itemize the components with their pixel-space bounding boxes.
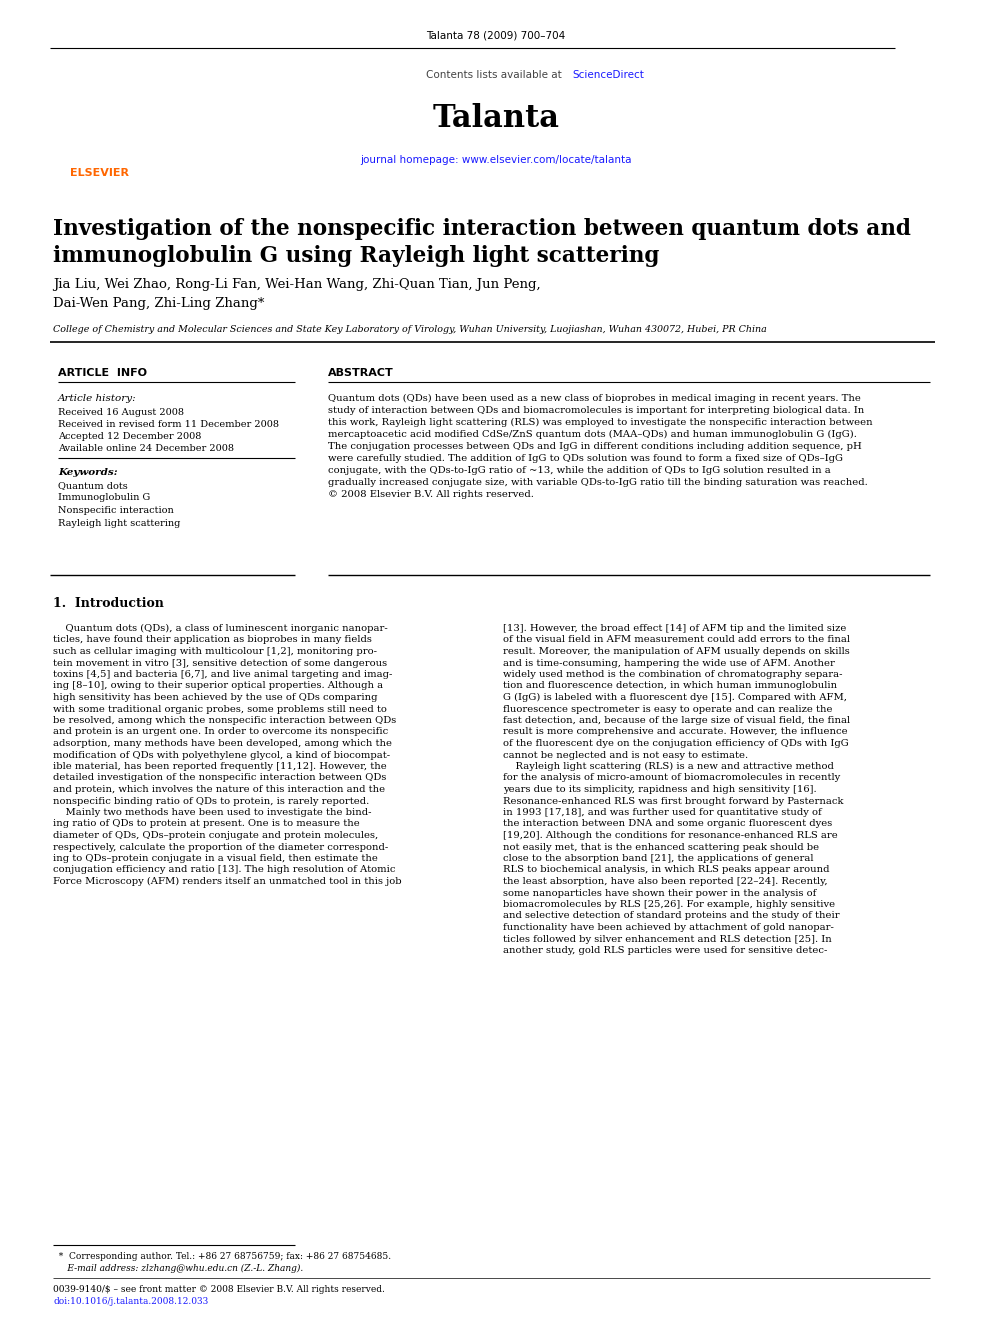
Text: Quantum dots: Quantum dots xyxy=(58,482,128,490)
Text: fast detection, and, because of the large size of visual field, the final: fast detection, and, because of the larg… xyxy=(503,716,850,725)
Text: another study, gold RLS particles were used for sensitive detec-: another study, gold RLS particles were u… xyxy=(503,946,827,955)
Text: close to the absorption band [21], the applications of general: close to the absorption band [21], the a… xyxy=(503,855,813,863)
Text: Contents lists available at: Contents lists available at xyxy=(427,70,565,79)
Text: Rayleigh light scattering (RLS) is a new and attractive method: Rayleigh light scattering (RLS) is a new… xyxy=(503,762,834,771)
Text: ABSTRACT: ABSTRACT xyxy=(328,368,394,378)
Text: be resolved, among which the nonspecific interaction between QDs: be resolved, among which the nonspecific… xyxy=(53,716,396,725)
Text: modification of QDs with polyethylene glycol, a kind of biocompat-: modification of QDs with polyethylene gl… xyxy=(53,750,390,759)
Text: Accepted 12 December 2008: Accepted 12 December 2008 xyxy=(58,433,201,441)
Text: Received in revised form 11 December 2008: Received in revised form 11 December 200… xyxy=(58,419,279,429)
Text: Investigation of the nonspecific interaction between quantum dots and: Investigation of the nonspecific interac… xyxy=(53,218,911,239)
Text: ing to QDs–protein conjugate in a visual field, then estimate the: ing to QDs–protein conjugate in a visual… xyxy=(53,855,378,863)
Text: conjugation efficiency and ratio [13]. The high resolution of Atomic: conjugation efficiency and ratio [13]. T… xyxy=(53,865,396,875)
Text: E-mail address: zlzhang@whu.edu.cn (Z.-L. Zhang).: E-mail address: zlzhang@whu.edu.cn (Z.-L… xyxy=(53,1263,304,1273)
Text: Quantum dots (QDs) have been used as a new class of bioprobes in medical imaging: Quantum dots (QDs) have been used as a n… xyxy=(328,394,873,499)
Text: Jia Liu, Wei Zhao, Rong-Li Fan, Wei-Han Wang, Zhi-Quan Tian, Jun Peng,: Jia Liu, Wei Zhao, Rong-Li Fan, Wei-Han … xyxy=(53,278,541,291)
Text: and protein, which involves the nature of this interaction and the: and protein, which involves the nature o… xyxy=(53,785,385,794)
Text: ELSEVIER: ELSEVIER xyxy=(70,168,129,179)
Text: Talanta: Talanta xyxy=(433,103,559,134)
Text: 0039-9140/$ – see front matter © 2008 Elsevier B.V. All rights reserved.: 0039-9140/$ – see front matter © 2008 El… xyxy=(53,1285,385,1294)
Text: Mainly two methods have been used to investigate the bind-: Mainly two methods have been used to inv… xyxy=(53,808,371,818)
Text: ing [8–10], owing to their superior optical properties. Although a: ing [8–10], owing to their superior opti… xyxy=(53,681,383,691)
Text: ScienceDirect: ScienceDirect xyxy=(572,70,644,79)
Text: years due to its simplicity, rapidness and high sensitivity [16].: years due to its simplicity, rapidness a… xyxy=(503,785,816,794)
Text: Available online 24 December 2008: Available online 24 December 2008 xyxy=(58,445,234,452)
Text: Received 16 August 2008: Received 16 August 2008 xyxy=(58,407,184,417)
Text: Quantum dots (QDs), a class of luminescent inorganic nanopar-: Quantum dots (QDs), a class of luminesce… xyxy=(53,624,388,634)
Text: in 1993 [17,18], and was further used for quantitative study of: in 1993 [17,18], and was further used fo… xyxy=(503,808,821,818)
Text: of the visual field in AFM measurement could add errors to the final: of the visual field in AFM measurement c… xyxy=(503,635,850,644)
Text: respectively, calculate the proportion of the diameter correspond-: respectively, calculate the proportion o… xyxy=(53,843,388,852)
Text: tion and fluorescence detection, in which human immunoglobulin: tion and fluorescence detection, in whic… xyxy=(503,681,837,691)
Text: biomacromolecules by RLS [25,26]. For example, highly sensitive: biomacromolecules by RLS [25,26]. For ex… xyxy=(503,900,835,909)
Text: Rayleigh light scattering: Rayleigh light scattering xyxy=(58,519,181,528)
Text: *  Corresponding author. Tel.: +86 27 68756759; fax: +86 27 68754685.: * Corresponding author. Tel.: +86 27 687… xyxy=(53,1252,391,1261)
Text: Article history:: Article history: xyxy=(58,394,137,404)
Text: RLS to biochemical analysis, in which RLS peaks appear around: RLS to biochemical analysis, in which RL… xyxy=(503,865,829,875)
Text: tein movement in vitro [3], sensitive detection of some dangerous: tein movement in vitro [3], sensitive de… xyxy=(53,659,387,668)
Text: nonspecific binding ratio of QDs to protein, is rarely reported.: nonspecific binding ratio of QDs to prot… xyxy=(53,796,369,806)
Text: the interaction between DNA and some organic fluorescent dyes: the interaction between DNA and some org… xyxy=(503,819,832,828)
Text: widely used method is the combination of chromatography separa-: widely used method is the combination of… xyxy=(503,669,842,679)
Text: Keywords:: Keywords: xyxy=(58,468,118,478)
Text: ticles, have found their application as bioprobes in many fields: ticles, have found their application as … xyxy=(53,635,372,644)
Text: diameter of QDs, QDs–protein conjugate and protein molecules,: diameter of QDs, QDs–protein conjugate a… xyxy=(53,831,378,840)
Text: Talanta 78 (2009) 700–704: Talanta 78 (2009) 700–704 xyxy=(427,30,565,40)
Text: toxins [4,5] and bacteria [6,7], and live animal targeting and imag-: toxins [4,5] and bacteria [6,7], and liv… xyxy=(53,669,393,679)
Text: College of Chemistry and Molecular Sciences and State Key Laboratory of Virology: College of Chemistry and Molecular Scien… xyxy=(53,325,767,333)
Text: journal homepage: www.elsevier.com/locate/talanta: journal homepage: www.elsevier.com/locat… xyxy=(360,155,632,165)
Text: for the analysis of micro-amount of biomacromolecules in recently: for the analysis of micro-amount of biom… xyxy=(503,774,840,782)
Text: functionality have been achieved by attachment of gold nanopar-: functionality have been achieved by atta… xyxy=(503,923,834,931)
Text: adsorption, many methods have been developed, among which the: adsorption, many methods have been devel… xyxy=(53,740,392,747)
Text: Nonspecific interaction: Nonspecific interaction xyxy=(58,505,174,515)
Text: immunoglobulin G using Rayleigh light scattering: immunoglobulin G using Rayleigh light sc… xyxy=(53,245,660,267)
Text: Resonance-enhanced RLS was first brought forward by Pasternack: Resonance-enhanced RLS was first brought… xyxy=(503,796,843,806)
Text: high sensitivity has been achieved by the use of QDs comparing: high sensitivity has been achieved by th… xyxy=(53,693,378,703)
Text: and selective detection of standard proteins and the study of their: and selective detection of standard prot… xyxy=(503,912,839,921)
Text: such as cellular imaging with multicolour [1,2], monitoring pro-: such as cellular imaging with multicolou… xyxy=(53,647,377,656)
Text: G (IgG) is labeled with a fluorescent dye [15]. Compared with AFM,: G (IgG) is labeled with a fluorescent dy… xyxy=(503,693,847,703)
Text: detailed investigation of the nonspecific interaction between QDs: detailed investigation of the nonspecifi… xyxy=(53,774,386,782)
Text: ARTICLE  INFO: ARTICLE INFO xyxy=(58,368,147,378)
Text: [19,20]. Although the conditions for resonance-enhanced RLS are: [19,20]. Although the conditions for res… xyxy=(503,831,838,840)
Text: Dai-Wen Pang, Zhi-Ling Zhang*: Dai-Wen Pang, Zhi-Ling Zhang* xyxy=(53,296,265,310)
Text: doi:10.1016/j.talanta.2008.12.033: doi:10.1016/j.talanta.2008.12.033 xyxy=(53,1297,208,1306)
Text: the least absorption, have also been reported [22–24]. Recently,: the least absorption, have also been rep… xyxy=(503,877,827,886)
Text: Force Microscopy (AFM) renders itself an unmatched tool in this job: Force Microscopy (AFM) renders itself an… xyxy=(53,877,402,886)
Text: cannot be neglected and is not easy to estimate.: cannot be neglected and is not easy to e… xyxy=(503,750,748,759)
Text: 1.  Introduction: 1. Introduction xyxy=(53,597,164,610)
Text: [13]. However, the broad effect [14] of AFM tip and the limited size: [13]. However, the broad effect [14] of … xyxy=(503,624,846,632)
Text: fluorescence spectrometer is easy to operate and can realize the: fluorescence spectrometer is easy to ope… xyxy=(503,705,832,713)
Text: ticles followed by silver enhancement and RLS detection [25]. In: ticles followed by silver enhancement an… xyxy=(503,934,831,943)
Text: talanta: talanta xyxy=(908,89,958,101)
Text: and is time-consuming, hampering the wide use of AFM. Another: and is time-consuming, hampering the wid… xyxy=(503,659,835,668)
Text: result. Moreover, the manipulation of AFM usually depends on skills: result. Moreover, the manipulation of AF… xyxy=(503,647,850,656)
Text: of the fluorescent dye on the conjugation efficiency of QDs with IgG: of the fluorescent dye on the conjugatio… xyxy=(503,740,849,747)
Text: Immunoglobulin G: Immunoglobulin G xyxy=(58,493,150,503)
Text: not easily met, that is the enhanced scattering peak should be: not easily met, that is the enhanced sca… xyxy=(503,843,819,852)
Text: result is more comprehensive and accurate. However, the influence: result is more comprehensive and accurat… xyxy=(503,728,847,737)
Text: with some traditional organic probes, some problems still need to: with some traditional organic probes, so… xyxy=(53,705,387,713)
Text: and protein is an urgent one. In order to overcome its nonspecific: and protein is an urgent one. In order t… xyxy=(53,728,388,737)
Text: some nanoparticles have shown their power in the analysis of: some nanoparticles have shown their powe… xyxy=(503,889,816,897)
Text: ible material, has been reported frequently [11,12]. However, the: ible material, has been reported frequen… xyxy=(53,762,387,771)
Text: ing ratio of QDs to protein at present. One is to measure the: ing ratio of QDs to protein at present. … xyxy=(53,819,360,828)
